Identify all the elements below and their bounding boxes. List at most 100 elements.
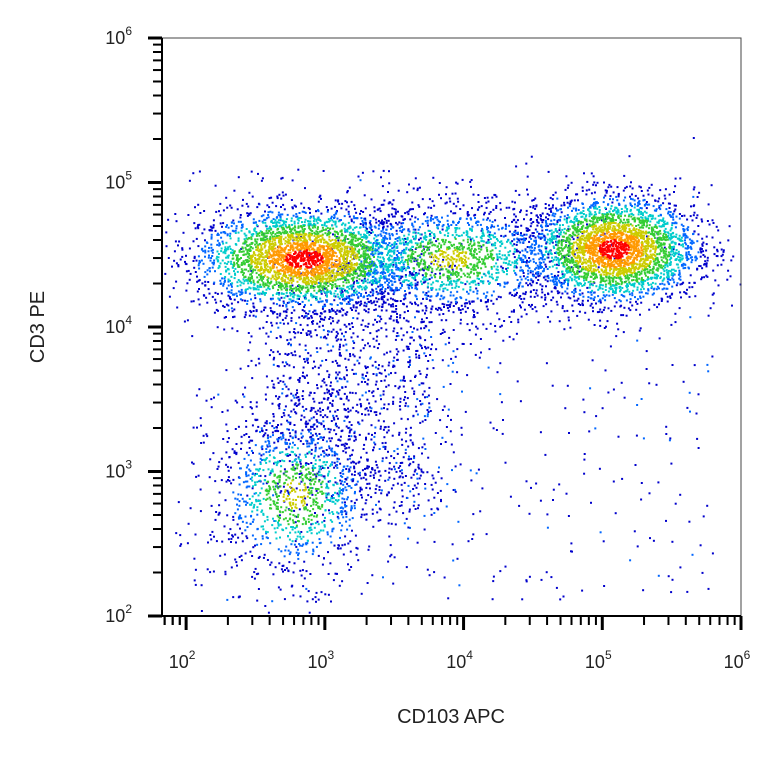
- event-dot: [539, 237, 542, 240]
- event-dot: [393, 257, 396, 259]
- event-dot: [297, 285, 299, 288]
- event-dot: [215, 511, 218, 513]
- event-dot: [603, 585, 606, 587]
- event-dot: [390, 455, 393, 458]
- event-dot: [693, 281, 696, 284]
- event-dot: [555, 586, 558, 589]
- event-dot: [369, 474, 372, 477]
- event-dot: [466, 302, 469, 305]
- event-dot: [674, 269, 677, 272]
- event-dot: [638, 211, 641, 214]
- event-dot: [591, 284, 594, 287]
- event-dot: [427, 224, 429, 227]
- event-dot: [554, 191, 557, 194]
- event-dot: [399, 400, 402, 403]
- event-dot: [329, 428, 332, 431]
- event-dot: [379, 283, 382, 286]
- event-dot: [299, 569, 302, 572]
- event-dot: [560, 231, 562, 234]
- event-dot: [234, 428, 237, 430]
- event-dot: [388, 361, 391, 364]
- event-dot: [371, 294, 374, 297]
- event-dot: [412, 473, 415, 476]
- event-dot: [313, 456, 316, 459]
- event-dot: [425, 306, 428, 309]
- event-dot: [634, 194, 637, 197]
- event-dot: [336, 304, 339, 306]
- event-dot: [429, 410, 432, 412]
- event-dot: [411, 302, 413, 305]
- event-dot: [681, 239, 684, 242]
- event-dot: [341, 544, 344, 547]
- event-dot: [553, 218, 556, 221]
- event-dot: [361, 373, 364, 376]
- event-dot: [569, 276, 572, 279]
- event-dot: [605, 191, 608, 194]
- event-dot: [531, 246, 534, 249]
- event-dot: [198, 288, 200, 290]
- event-dot: [223, 281, 226, 283]
- event-dot: [380, 372, 383, 375]
- event-dot: [608, 210, 611, 213]
- event-dot: [253, 577, 256, 580]
- event-dot: [375, 464, 378, 466]
- event-dot: [701, 267, 704, 270]
- event-dot: [272, 222, 275, 224]
- event-dot: [282, 292, 285, 295]
- event-dot: [701, 276, 703, 279]
- event-dot: [404, 431, 407, 434]
- event-dot: [302, 328, 304, 331]
- event-dot: [613, 305, 616, 308]
- event-dot: [345, 325, 348, 328]
- event-dot: [225, 480, 228, 483]
- event-dot: [412, 461, 415, 464]
- event-dot: [279, 312, 282, 315]
- event-dot: [696, 196, 699, 198]
- event-dot: [691, 259, 694, 261]
- event-dot: [563, 274, 566, 277]
- event-dot: [225, 196, 228, 199]
- event-dot: [334, 199, 337, 202]
- event-dot: [578, 282, 581, 285]
- event-dot: [367, 294, 370, 296]
- event-dot: [352, 282, 355, 285]
- event-dot: [697, 447, 700, 449]
- event-dot: [465, 298, 468, 301]
- event-dot: [454, 192, 457, 195]
- event-dot: [202, 434, 205, 437]
- event-dot: [361, 376, 364, 379]
- event-dot: [192, 260, 195, 262]
- event-dot: [375, 373, 378, 376]
- event-dot: [282, 203, 285, 206]
- event-dot: [224, 246, 227, 249]
- event-dot: [428, 321, 431, 324]
- event-dot: [340, 295, 343, 298]
- event-dot: [206, 273, 209, 276]
- event-dot: [534, 197, 537, 200]
- event-dot: [385, 309, 388, 312]
- event-dot: [696, 240, 699, 243]
- event-dot: [278, 407, 281, 410]
- event-dot: [384, 448, 387, 450]
- event-dot: [351, 288, 354, 291]
- event-dot: [207, 256, 210, 259]
- event-dot: [387, 213, 390, 216]
- event-dot: [399, 379, 402, 382]
- event-dot: [306, 486, 309, 489]
- event-dot: [200, 248, 203, 251]
- event-dot: [311, 425, 314, 428]
- event-dot: [473, 315, 476, 318]
- event-dot: [581, 203, 584, 205]
- event-dot: [402, 302, 405, 305]
- event-dot: [347, 438, 350, 441]
- event-dot: [319, 219, 322, 222]
- event-dot: [336, 373, 339, 376]
- event-dot: [347, 301, 350, 304]
- event-dot: [251, 575, 254, 578]
- event-dot: [333, 299, 336, 302]
- event-dot: [239, 291, 242, 294]
- event-dot: [365, 310, 367, 313]
- event-dot: [396, 316, 398, 319]
- event-dot: [684, 292, 687, 295]
- event-dot: [404, 293, 407, 296]
